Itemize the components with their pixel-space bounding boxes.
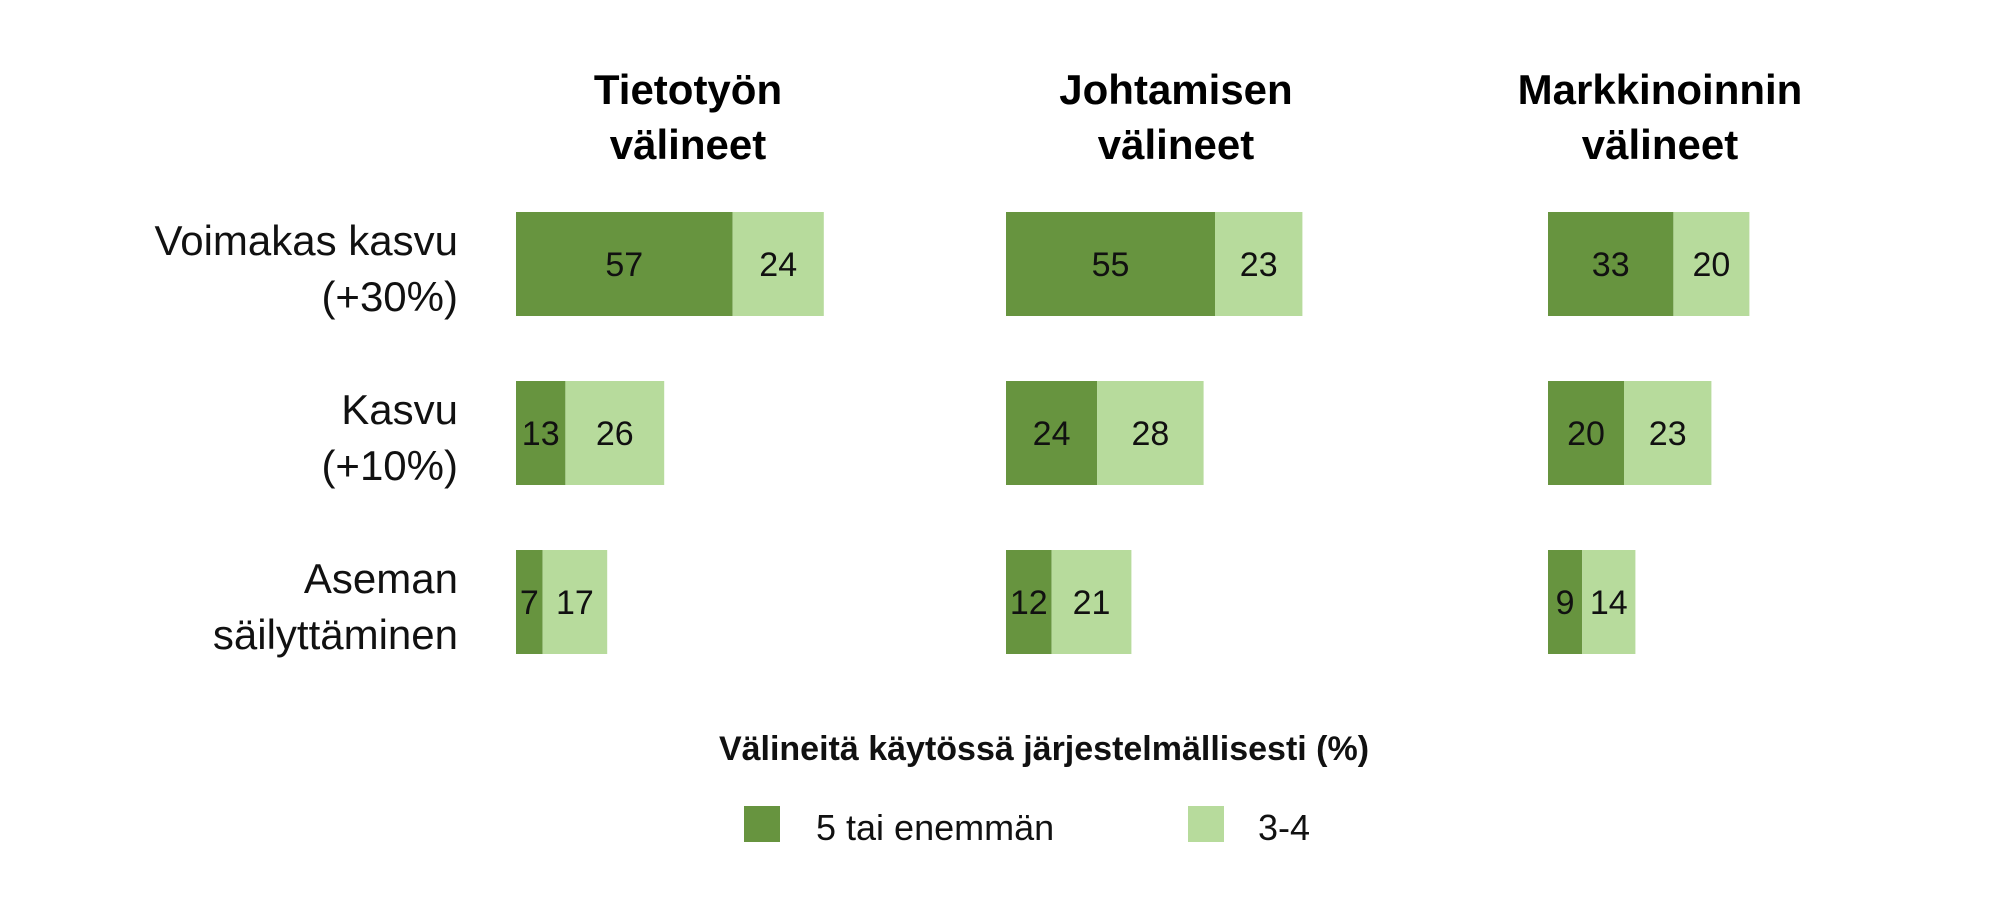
bar-panel1-row3-series2	[542, 550, 608, 654]
bar-panel2-row2-series2	[1097, 381, 1204, 485]
bar-panel3-row1-series1	[1548, 212, 1674, 316]
bar-value-label: 9	[1556, 584, 1575, 622]
legend-swatch-2	[1188, 806, 1224, 842]
bar-panel3-row3-series1	[1548, 550, 1583, 654]
legend-title: Välineitä käytössä järjestelmällisesti (…	[719, 730, 1369, 768]
bar-value-label: 20	[1567, 415, 1605, 453]
panel-title-1-line-1: Tietotyön	[594, 66, 782, 113]
panel-title-3-line-2: välineet	[1582, 121, 1738, 168]
legend-label-2: 3-4	[1258, 807, 1310, 848]
bar-panel1-row1-series1	[516, 212, 733, 316]
row-label-2-line-1: Kasvu	[341, 386, 458, 433]
bar-value-label: 23	[1240, 246, 1278, 284]
bar-value-label: 7	[520, 584, 539, 622]
bar-panel1-row3-series1	[516, 550, 543, 654]
row-label-3-line-1: Aseman	[304, 555, 458, 602]
bar-panel2-row1-series2	[1215, 212, 1303, 316]
bar-panel3-row2-series1	[1548, 381, 1624, 485]
bar-panel1-row2-series1	[516, 381, 566, 485]
row-label-1-line-1: Voimakas kasvu	[155, 217, 458, 264]
bar-value-label: 26	[596, 415, 634, 453]
bar-value-label: 33	[1592, 246, 1630, 284]
bar-value-label: 24	[1033, 415, 1071, 453]
panel-title-1-line-2: välineet	[610, 121, 766, 168]
bar-value-label: 23	[1649, 415, 1687, 453]
panel-title-3-line-1: Markkinoinnin	[1518, 66, 1803, 113]
bar-panel3-row1-series2	[1673, 212, 1750, 316]
legend-label-1: 5 tai enemmän	[816, 807, 1054, 848]
row-label-2-line-2: (+10%)	[321, 442, 458, 489]
row-label-3-line-2: säilyttäminen	[213, 611, 458, 658]
bar-value-label: 55	[1092, 246, 1130, 284]
bar-value-label: 17	[556, 584, 594, 622]
panel-title-2-line-2: välineet	[1098, 121, 1254, 168]
bar-panel2-row3-series2	[1051, 550, 1132, 654]
bar-value-label: 21	[1073, 584, 1111, 622]
bar-value-label: 13	[522, 415, 560, 453]
bar-value-label: 57	[605, 246, 643, 284]
bar-value-label: 28	[1131, 415, 1169, 453]
bar-value-label: 24	[759, 246, 797, 284]
bar-panel1-row1-series2	[732, 212, 824, 316]
bar-panel1-row2-series2	[565, 381, 665, 485]
row-label-1-line-2: (+30%)	[321, 273, 458, 320]
bar-value-label: 14	[1590, 584, 1628, 622]
legend-swatch-1	[744, 806, 780, 842]
bar-panel3-row2-series2	[1624, 381, 1712, 485]
bar-value-label: 20	[1692, 246, 1730, 284]
bar-panel2-row2-series1	[1006, 381, 1098, 485]
panel-title-2-line-1: Johtamisen	[1059, 66, 1292, 113]
bar-panel2-row1-series1	[1006, 212, 1215, 316]
bar-panel3-row3-series2	[1582, 550, 1636, 654]
bar-panel2-row3-series1	[1006, 550, 1052, 654]
bar-value-label: 12	[1010, 584, 1048, 622]
